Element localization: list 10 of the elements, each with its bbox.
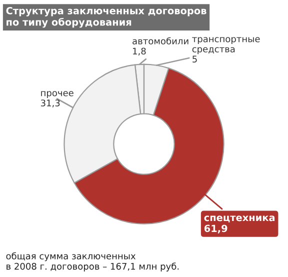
data-label: 1,8: [133, 48, 146, 56]
data-label: 61,9: [204, 224, 228, 234]
data-label: 5: [192, 56, 197, 63]
slice-label: спецтехника: [204, 216, 275, 222]
slice-label: автомобили: [132, 37, 188, 44]
data-label: 31,3: [40, 100, 60, 108]
slice-label: транспортные средства: [192, 37, 260, 54]
slice-label: прочее: [41, 91, 74, 98]
text: общая сумма заключенных в 2008 г. договоров – 167,1 млн руб.: [6, 252, 179, 272]
chart-title: Структура заключенных договоров по типу оборудования: [6, 7, 206, 28]
